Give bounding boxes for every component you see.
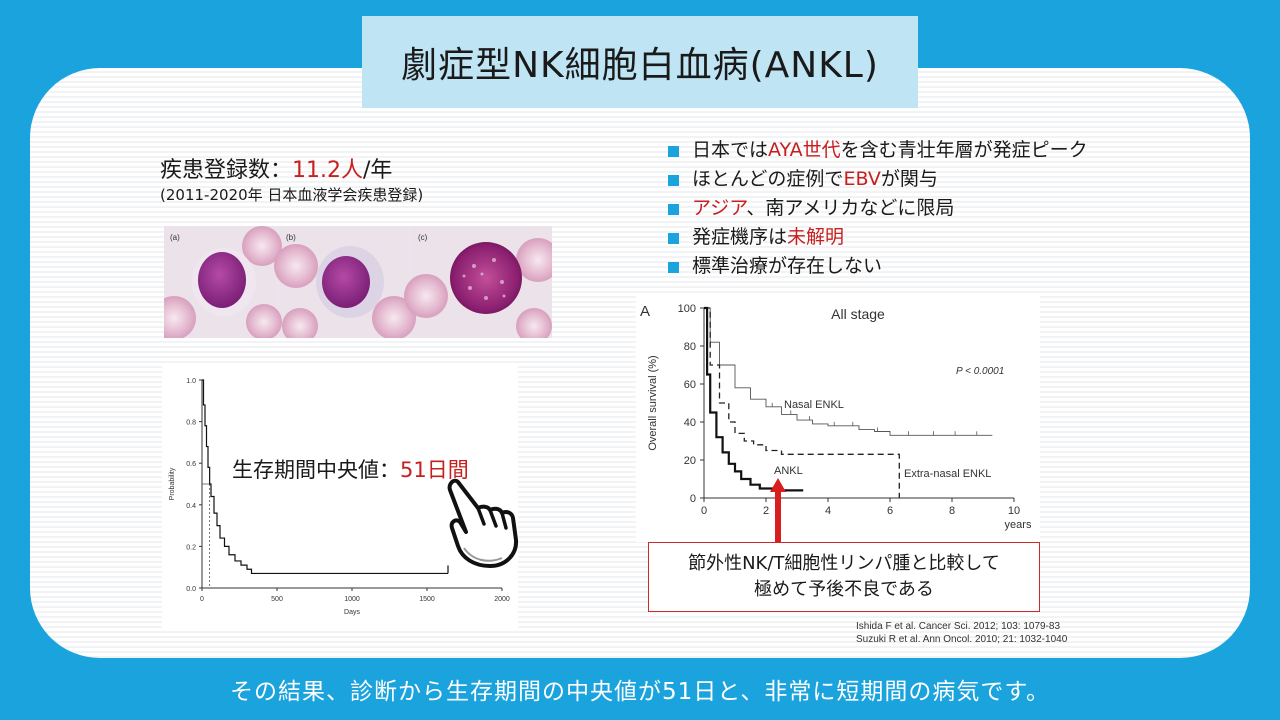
y-tick-label: 20 xyxy=(684,455,696,467)
survival-chart-panel: 0 20 40 60 80 100 0 2 4 6 8 10 years Overall survival… xyxy=(636,296,1040,542)
subtitle-caption: その結果、診断から生存期間の中央値が51日と、非常に短期間の病気です。 xyxy=(229,679,1051,705)
bullet-square-icon xyxy=(668,204,679,215)
feature-list: 日本ではAYA世代を含む青壮年層が発症ピーク ほとんどの症例でEBVが関与 アジ… xyxy=(668,136,1088,281)
y-tick-label: 0 xyxy=(690,493,696,505)
bullet-highlight: 未解明 xyxy=(787,226,845,248)
bullet-highlight: EBV xyxy=(843,168,881,190)
y-tick-label: 0.4 xyxy=(186,503,196,510)
bullet-square-icon xyxy=(668,146,679,157)
registry-count: 疾患登録数：11.2人/年 xyxy=(160,152,392,184)
km-chart: 0.0 0.2 0.4 0.6 0.8 1.0 0 500 1000 1500 2000 Days Pr… xyxy=(169,378,510,616)
x-tick-label: 0 xyxy=(701,505,707,517)
series-label-ankl: ANKL xyxy=(774,465,803,477)
comparison-callout: 節外性NK/T細胞性リンパ腫と比較して 極めて予後不良である xyxy=(648,542,1040,612)
registry-value: 11.2人 xyxy=(292,158,364,183)
x-tick-label: 8 xyxy=(949,505,955,517)
y-tick-label: 100 xyxy=(678,303,696,315)
series-extra-nasal-enkl xyxy=(704,307,900,498)
registry-label: 疾患登録数： xyxy=(160,158,293,183)
series-label-extra-nasal: Extra-nasal ENKL xyxy=(904,468,991,480)
y-tick-label: 0.0 xyxy=(186,586,196,593)
x-tick-label: 0 xyxy=(200,596,204,603)
panel-label: A xyxy=(640,303,650,320)
x-tick-label: 500 xyxy=(271,596,283,603)
bullet-square-icon xyxy=(668,175,679,186)
bullet-text: 、南アメリカなどに限局 xyxy=(746,197,955,219)
list-item: 日本ではAYA世代を含む青壮年層が発症ピーク xyxy=(668,136,1088,165)
bullet-text: を含む青壮年層が発症ピーク xyxy=(840,139,1088,161)
registry-source: (2011-2020年 日本血液学会疾患登録) xyxy=(160,186,424,204)
median-value: 51日間 xyxy=(400,458,469,482)
list-item: ほとんどの症例でEBVが関与 xyxy=(668,165,1088,194)
reference-item: Suzuki R et al. Ann Oncol. 2010; 21: 103… xyxy=(856,634,1068,645)
list-item: 発症機序は未解明 xyxy=(668,223,1088,252)
x-tick-label: 10 xyxy=(1008,505,1020,517)
registry-unit: /年 xyxy=(363,158,393,183)
bullet-highlight: アジア xyxy=(692,197,747,219)
list-item: 標準治療が存在しない xyxy=(668,252,1088,281)
bullet-text: 発症機序は xyxy=(692,226,788,248)
y-tick-label: 0.8 xyxy=(186,420,196,427)
y-tick-label: 60 xyxy=(684,379,696,391)
list-item: アジア、南アメリカなどに限局 xyxy=(668,194,1088,223)
y-tick-label: 0.2 xyxy=(186,544,196,551)
median-survival: 生存期間中央値：51日間 xyxy=(232,454,469,484)
y-tick-label: 40 xyxy=(684,417,696,429)
x-tick-label: 4 xyxy=(825,505,831,517)
x-axis-label: years xyxy=(1005,519,1032,531)
p-value: P < 0.0001 xyxy=(956,366,1004,377)
slide-title: 劇症型NK細胞白血病(ANKL) xyxy=(362,16,918,108)
series-ankl xyxy=(704,306,804,492)
red-arrow-icon xyxy=(770,478,786,546)
micrograph-image: (a) (b) (c) xyxy=(152,226,560,344)
bullet-square-icon xyxy=(668,233,679,244)
series-label-nasal: Nasal ENKL xyxy=(784,399,844,411)
micrograph-label-a: (a) xyxy=(170,233,180,242)
x-tick-label: 1500 xyxy=(419,596,435,603)
series-nasal-enkl xyxy=(704,307,993,436)
y-tick-label: 0.6 xyxy=(186,461,196,468)
bullet-highlight: AYA世代 xyxy=(768,139,841,161)
bullet-square-icon xyxy=(668,262,679,273)
y-axis-label: Overall survival (%) xyxy=(647,355,659,450)
micrograph-label-b: (b) xyxy=(286,233,296,242)
reference-item: Ishida F et al. Cancer Sci. 2012; 103: 1… xyxy=(856,621,1061,632)
pointing-hand-icon xyxy=(447,478,519,568)
x-tick-label: 6 xyxy=(887,505,893,517)
x-tick-label: 2 xyxy=(763,505,769,517)
x-axis-label: Days xyxy=(344,609,360,616)
callout-line: 極めて予後不良である xyxy=(754,579,934,600)
bullet-text: 日本では xyxy=(692,139,769,161)
micrograph-label-c: (c) xyxy=(418,233,428,242)
survival-curve xyxy=(202,379,448,575)
y-tick-label: 1.0 xyxy=(186,378,196,385)
x-tick-label: 2000 xyxy=(494,596,510,603)
y-axis-label: Probability xyxy=(169,467,176,500)
bullet-text: 標準治療が存在しない xyxy=(692,255,883,277)
micrograph-panel: (a) (b) (c) xyxy=(152,226,560,344)
x-tick-label: 1000 xyxy=(344,596,360,603)
y-tick-label: 80 xyxy=(684,341,696,353)
references: Ishida F et al. Cancer Sci. 2012; 103: 1… xyxy=(856,620,1067,646)
median-label: 生存期間中央値： xyxy=(232,458,400,482)
callout-line: 節外性NK/T細胞性リンパ腫と比較して xyxy=(688,553,1000,574)
survival-chart: 0 20 40 60 80 100 0 2 4 6 8 10 years Overall survival… xyxy=(640,303,1032,531)
bullet-text: が関与 xyxy=(880,168,938,190)
bullet-text: ほとんどの症例で xyxy=(692,168,844,190)
chart-title: All stage xyxy=(831,306,885,322)
